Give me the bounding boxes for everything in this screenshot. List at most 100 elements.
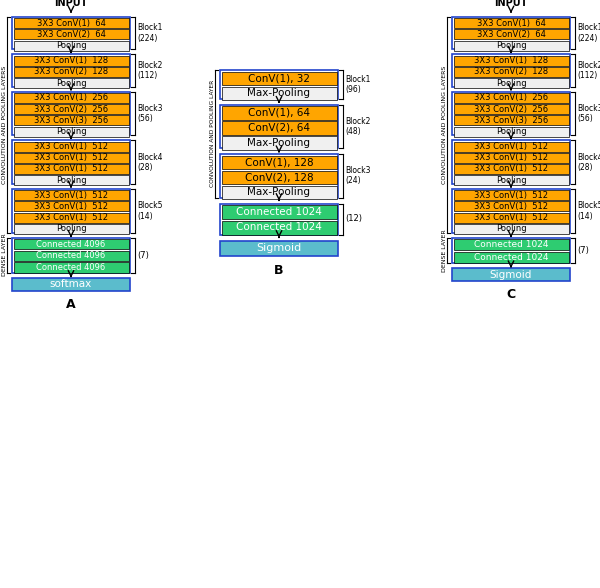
FancyBboxPatch shape: [454, 175, 569, 185]
Text: 3X3 ConV(1)  512: 3X3 ConV(1) 512: [474, 191, 548, 200]
Text: 3X3 ConV(2)  256: 3X3 ConV(2) 256: [474, 105, 548, 113]
Text: 3X3 ConV(1)  512: 3X3 ConV(1) 512: [34, 191, 108, 200]
FancyBboxPatch shape: [14, 164, 128, 174]
FancyBboxPatch shape: [14, 67, 128, 77]
Text: Connected 1024: Connected 1024: [236, 207, 322, 217]
Text: CONVOLUTION AND POOLING LAYERS: CONVOLUTION AND POOLING LAYERS: [2, 66, 8, 184]
Text: CONVOLUTION AND POOLING LAYERS: CONVOLUTION AND POOLING LAYERS: [443, 66, 448, 184]
FancyBboxPatch shape: [12, 141, 130, 184]
Text: Block2
(112): Block2 (112): [577, 61, 600, 81]
FancyBboxPatch shape: [14, 250, 128, 261]
FancyBboxPatch shape: [14, 115, 128, 125]
FancyBboxPatch shape: [454, 239, 569, 250]
FancyBboxPatch shape: [220, 105, 338, 148]
Text: 3X3 ConV(1)  64: 3X3 ConV(1) 64: [476, 19, 545, 28]
Text: INPUT: INPUT: [55, 0, 88, 8]
FancyBboxPatch shape: [454, 224, 569, 234]
Text: Block3
(56): Block3 (56): [137, 104, 163, 123]
FancyBboxPatch shape: [454, 78, 569, 88]
Text: INPUT: INPUT: [494, 0, 527, 8]
Text: Block2
(48): Block2 (48): [345, 116, 370, 136]
Text: Max-Pooling: Max-Pooling: [248, 187, 311, 197]
Text: DENSE LAYER: DENSE LAYER: [2, 234, 8, 276]
Text: Block4
(28): Block4 (28): [137, 152, 163, 172]
FancyBboxPatch shape: [14, 262, 128, 273]
FancyBboxPatch shape: [454, 164, 569, 174]
Text: Pooling: Pooling: [496, 79, 526, 88]
Text: Pooling: Pooling: [496, 176, 526, 185]
FancyBboxPatch shape: [454, 41, 569, 51]
FancyBboxPatch shape: [221, 155, 337, 169]
Text: 3X3 ConV(1)  512: 3X3 ConV(1) 512: [34, 202, 108, 211]
Text: Connected 1024: Connected 1024: [236, 222, 322, 232]
Text: Connected 1024: Connected 1024: [474, 240, 548, 249]
FancyBboxPatch shape: [452, 141, 570, 184]
FancyBboxPatch shape: [14, 153, 128, 163]
FancyBboxPatch shape: [454, 104, 569, 114]
FancyBboxPatch shape: [12, 189, 130, 233]
Text: (12): (12): [345, 215, 362, 223]
Text: 3X3 ConV(1)  512: 3X3 ConV(1) 512: [34, 153, 108, 162]
FancyBboxPatch shape: [14, 190, 128, 200]
Text: 3X3 ConV(1)  512: 3X3 ConV(1) 512: [474, 142, 548, 151]
FancyBboxPatch shape: [221, 121, 337, 135]
FancyBboxPatch shape: [12, 238, 130, 273]
Text: ConV(2), 128: ConV(2), 128: [245, 172, 313, 182]
Text: softmax: softmax: [50, 279, 92, 289]
Text: 3X3 ConV(3)  256: 3X3 ConV(3) 256: [34, 116, 108, 125]
FancyBboxPatch shape: [14, 18, 128, 28]
Text: Sigmoid: Sigmoid: [490, 269, 532, 279]
FancyBboxPatch shape: [454, 18, 569, 28]
Text: 3X3 ConV(1)  512: 3X3 ConV(1) 512: [474, 165, 548, 173]
Text: 3X3 ConV(3)  256: 3X3 ConV(3) 256: [474, 116, 548, 125]
FancyBboxPatch shape: [454, 67, 569, 77]
FancyBboxPatch shape: [221, 185, 337, 199]
FancyBboxPatch shape: [14, 126, 128, 136]
FancyBboxPatch shape: [452, 268, 570, 281]
FancyBboxPatch shape: [14, 175, 128, 185]
Text: Block3
(56): Block3 (56): [577, 104, 600, 123]
FancyBboxPatch shape: [454, 142, 569, 152]
Text: ConV(2), 64: ConV(2), 64: [248, 123, 310, 133]
Text: Pooling: Pooling: [496, 224, 526, 233]
Text: Max-Pooling: Max-Pooling: [248, 88, 311, 98]
FancyBboxPatch shape: [220, 154, 338, 198]
FancyBboxPatch shape: [12, 17, 130, 49]
Text: Max-Pooling: Max-Pooling: [248, 138, 311, 148]
FancyBboxPatch shape: [220, 203, 338, 235]
Text: 3X3 ConV(1)  512: 3X3 ConV(1) 512: [34, 213, 108, 222]
Text: Connected 4096: Connected 4096: [37, 251, 106, 260]
FancyBboxPatch shape: [454, 126, 569, 136]
FancyBboxPatch shape: [454, 153, 569, 163]
Text: 3X3 ConV(1)  256: 3X3 ConV(1) 256: [34, 93, 108, 102]
Text: ConV(1), 32: ConV(1), 32: [248, 74, 310, 83]
Text: 3X3 ConV(1)  512: 3X3 ConV(1) 512: [474, 213, 548, 222]
Text: Pooling: Pooling: [496, 127, 526, 136]
Text: Connected 1024: Connected 1024: [474, 253, 548, 262]
FancyBboxPatch shape: [452, 238, 570, 263]
Text: Block1
(96): Block1 (96): [345, 75, 370, 94]
Text: Block4
(28): Block4 (28): [577, 152, 600, 172]
FancyBboxPatch shape: [454, 93, 569, 103]
Text: C: C: [506, 288, 515, 301]
FancyBboxPatch shape: [14, 239, 128, 249]
Text: Block3
(24): Block3 (24): [345, 166, 371, 185]
Text: 3X3 ConV(1)  512: 3X3 ConV(1) 512: [474, 153, 548, 162]
Text: Pooling: Pooling: [56, 41, 86, 50]
Text: 3X3 ConV(1)  512: 3X3 ConV(1) 512: [34, 142, 108, 151]
Text: Block5
(14): Block5 (14): [137, 201, 163, 220]
Text: 3X3 ConV(2)  256: 3X3 ConV(2) 256: [34, 105, 108, 113]
FancyBboxPatch shape: [14, 41, 128, 51]
FancyBboxPatch shape: [452, 92, 570, 135]
FancyBboxPatch shape: [452, 55, 570, 87]
FancyBboxPatch shape: [454, 190, 569, 200]
Text: Pooling: Pooling: [56, 79, 86, 88]
FancyBboxPatch shape: [220, 70, 338, 99]
FancyBboxPatch shape: [454, 252, 569, 263]
Text: Pooling: Pooling: [56, 127, 86, 136]
FancyBboxPatch shape: [220, 240, 338, 256]
Text: Block2
(112): Block2 (112): [137, 61, 163, 81]
FancyBboxPatch shape: [454, 56, 569, 66]
Text: B: B: [274, 263, 284, 276]
Text: 3X3 ConV(2)  64: 3X3 ConV(2) 64: [37, 30, 106, 39]
